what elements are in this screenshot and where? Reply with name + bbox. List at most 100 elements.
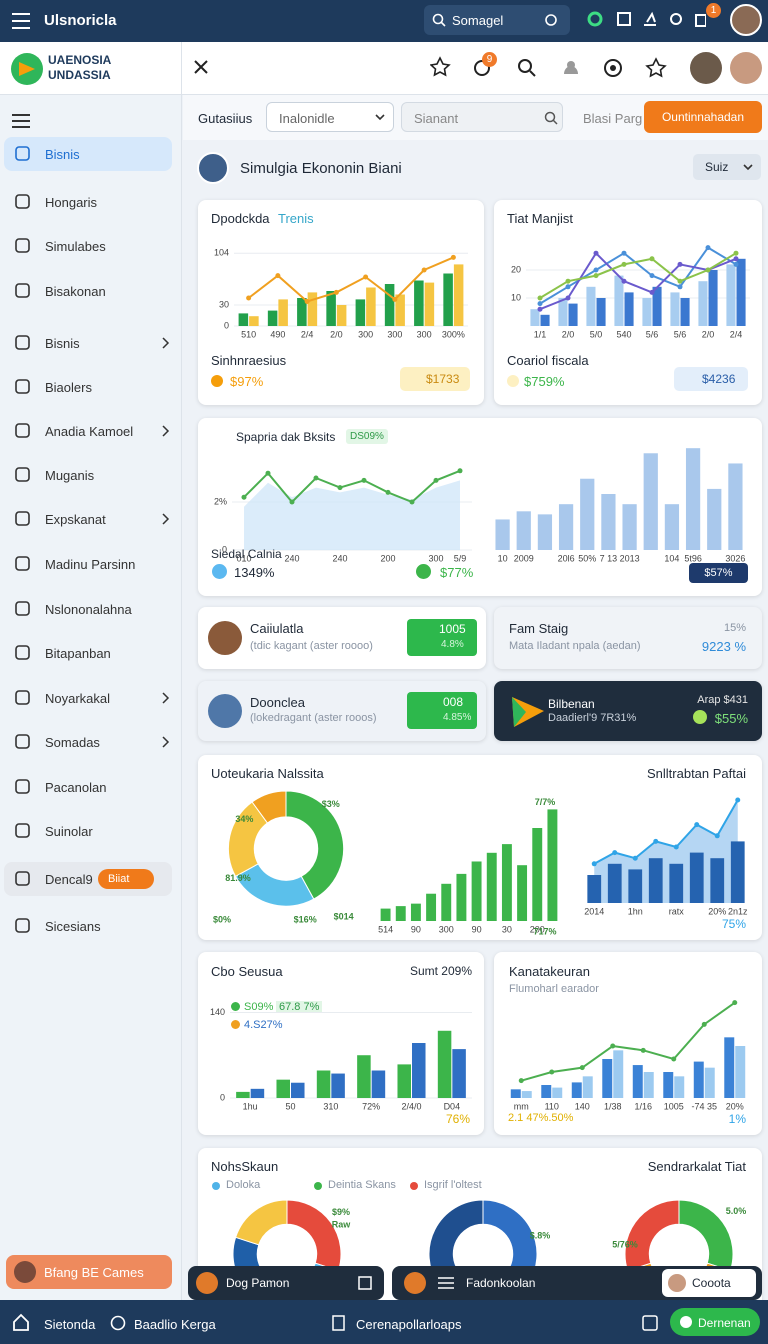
nav-item[interactable]: Bisakonan <box>4 274 172 308</box>
bar <box>316 1070 331 1098</box>
x-tick-label: 5/9 <box>454 553 467 563</box>
chart: 2014 1hn ratx 20% 2n1z <box>584 797 748 916</box>
x-tick-label: 200 <box>530 924 545 934</box>
logo-area: UAENOSIA UNDASSIA <box>0 42 182 95</box>
point <box>705 245 711 251</box>
point <box>304 299 310 304</box>
chart: 514 90 300 90 30 200 7/7% 717% <box>378 797 558 935</box>
point <box>593 250 599 256</box>
nav-item[interactable]: Somadas <box>4 725 172 759</box>
primary-button[interactable]: Ountinnahadan <box>644 101 762 133</box>
action-button[interactable]: Dernenan <box>670 1308 760 1336</box>
x-tick-label: 3026 <box>725 553 745 563</box>
icon-shape <box>15 423 30 438</box>
donut-slice <box>235 1199 288 1246</box>
x-tick-label: 2014 <box>584 906 604 916</box>
nav-item[interactable]: Nslononalahna <box>4 592 172 626</box>
app-title: Ulsnoricla <box>44 12 117 29</box>
avatar[interactable] <box>730 52 762 84</box>
bottom-bar: Sietonda Baadlio Kerga Cerenapollarloaps… <box>0 1300 768 1344</box>
avatar[interactable] <box>690 52 722 84</box>
x-tick-label: 2/0 <box>702 329 715 339</box>
icon-shape <box>15 379 30 394</box>
x-tick-label: 5t96 <box>684 553 702 563</box>
nav-item[interactable]: Biaolers <box>4 370 172 404</box>
nav-label: Anadia Kamoel <box>45 424 134 439</box>
toolbar-icons[interactable] <box>586 10 706 32</box>
nav-label: Muganis <box>45 468 95 483</box>
pill[interactable]: Dog Pamon <box>188 1266 384 1300</box>
x-tick-label: 240 <box>284 553 299 563</box>
pill-text: Dog Pamon <box>226 1276 290 1290</box>
point <box>640 1047 646 1053</box>
badge-top: 008 <box>443 695 464 709</box>
nav-badge: Biiat <box>98 869 154 889</box>
search-text: Sianant <box>414 111 459 126</box>
filter-bar: Gutasiius Inalonidle Sianant Blasi Parg … <box>183 95 768 140</box>
notification-badge: 1 <box>706 3 721 18</box>
point <box>565 278 571 284</box>
x-tick-label: 104 <box>664 553 679 563</box>
point <box>450 254 456 260</box>
nav-item[interactable]: Bisnis <box>4 326 172 360</box>
nav-item[interactable]: Anadia Kamoel <box>4 414 172 448</box>
nav-item[interactable]: Cerenapollarloaps <box>356 1317 462 1332</box>
stat: 1349% <box>234 565 275 580</box>
nav-item[interactable]: Sietonda <box>44 1317 96 1332</box>
bar <box>614 275 624 326</box>
annotation: $9% <box>332 1207 350 1217</box>
area <box>244 480 460 550</box>
x-tick-label: 50% <box>578 553 596 563</box>
nav-item[interactable]: Bitapanban <box>4 636 172 670</box>
bar <box>558 504 574 550</box>
promo-button[interactable]: Bfang BE Cames <box>6 1255 172 1289</box>
y-tick-label: 2% <box>214 496 227 506</box>
point <box>735 797 741 803</box>
nav-label: Pacanolan <box>45 780 107 795</box>
nav-item[interactable]: Bisnis <box>4 137 172 171</box>
close-icon[interactable] <box>194 60 208 74</box>
nav-item[interactable]: Baadlio Kerga <box>134 1317 216 1332</box>
search-box[interactable]: Sianant <box>401 102 563 132</box>
nav-item[interactable]: Noyarkakal <box>4 681 172 715</box>
nav-label: Biaolers <box>45 380 92 395</box>
select[interactable]: Inalonidle <box>266 102 394 132</box>
nav-icon <box>15 823 30 838</box>
nav-item[interactable]: Hongaris <box>4 185 172 219</box>
icon-shape <box>15 734 30 749</box>
bar <box>307 292 318 326</box>
header-icons[interactable] <box>430 56 680 80</box>
bar <box>424 282 435 326</box>
card-title: Bilbenan <box>548 697 595 711</box>
legend-tag: 67.8 7% <box>276 1001 323 1013</box>
nav-item[interactable]: Suinolar <box>4 814 172 848</box>
nav-item[interactable]: Dencal9 Biiat <box>4 862 172 896</box>
chart: 10 2009 20l6 50% 7 13 2013 104 5t96 3026 <box>495 448 745 563</box>
point <box>275 273 281 279</box>
nav-icon <box>15 690 30 705</box>
x-tick-label: 2/4 <box>730 329 743 339</box>
nav-item[interactable]: Sicesians <box>4 909 172 943</box>
point <box>671 1056 677 1062</box>
bar <box>371 1070 386 1098</box>
bar <box>558 298 568 326</box>
pill[interactable]: Fadonkoolan Cooota <box>392 1266 762 1300</box>
menu-icon[interactable] <box>12 113 32 129</box>
select[interactable]: Suiz <box>693 154 761 180</box>
point <box>593 273 599 279</box>
chart: 0 30 104 510 490 2/4 2/0 300 300 300 300% <box>214 248 468 339</box>
nav-item[interactable]: Expskanat <box>4 502 172 536</box>
top-bar: Ulsnoricla Somagel 1 <box>0 0 768 42</box>
nav-item[interactable]: Simulabes <box>4 229 172 263</box>
menu-icon[interactable] <box>12 12 32 30</box>
x-tick-label: 2009 <box>514 553 534 563</box>
bar <box>736 258 746 326</box>
nav-item[interactable]: Muganis <box>4 458 172 492</box>
link[interactable]: Blasi Parg <box>583 111 643 126</box>
search-box[interactable]: Somagel <box>424 5 570 35</box>
avatar[interactable] <box>730 4 762 36</box>
x-tick-label: 90 <box>472 924 482 934</box>
x-tick-label: 5/0 <box>590 329 603 339</box>
nav-item[interactable]: Pacanolan <box>4 770 172 804</box>
nav-item[interactable]: Madinu Parsinn <box>4 547 172 581</box>
